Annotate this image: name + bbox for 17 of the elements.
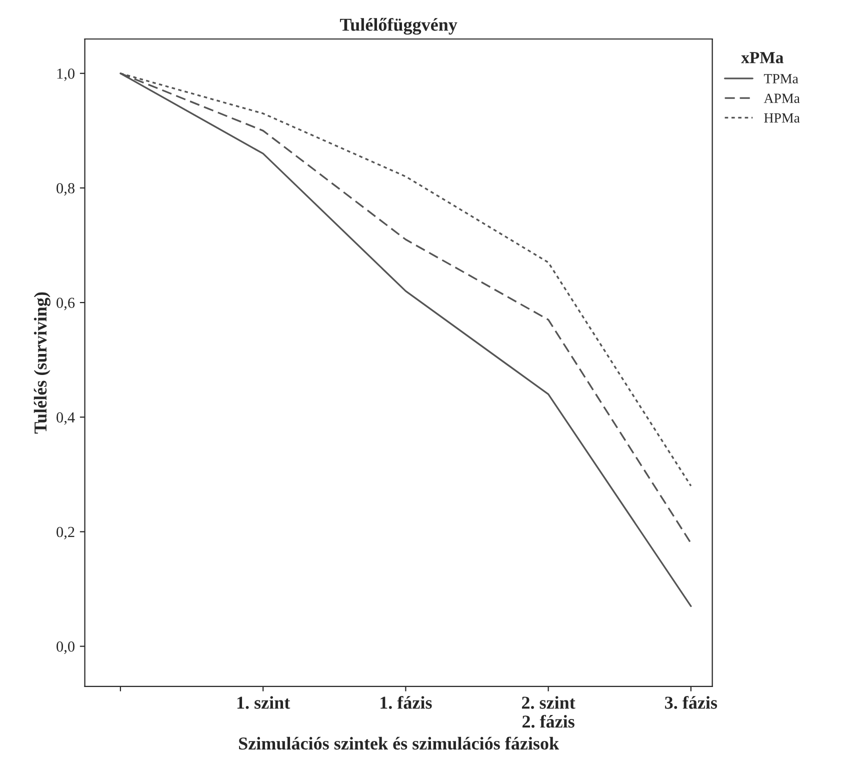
chart-title: Tulélőfüggvény: [340, 18, 458, 35]
y-tick-label: 0,8: [56, 183, 74, 196]
y-tick-label: 0,0: [56, 641, 74, 654]
legend-title: xPMa: [741, 52, 784, 64]
y-tick-label: 0,2: [56, 526, 74, 540]
y-tick-label: 0,4: [56, 412, 75, 425]
y-axis-title: Tulélés (surviving): [34, 292, 50, 434]
y-tick-label: 1,0: [57, 68, 74, 82]
x-axis-title: Szimulációs szintek és szimulációs fázisok: [239, 736, 560, 750]
legend-label: TPMa: [764, 74, 798, 84]
x-tick-label: 2. szint 2. fázis: [522, 696, 576, 728]
legend-label: HPMa: [764, 113, 800, 123]
legend-label: APMa: [764, 94, 800, 104]
x-tick-label: 1. szint: [237, 696, 290, 709]
y-tick-label: 0,6: [56, 298, 75, 310]
x-tick-label: 3. fázis: [665, 696, 718, 709]
x-tick-label: 1. fázis: [380, 696, 432, 709]
